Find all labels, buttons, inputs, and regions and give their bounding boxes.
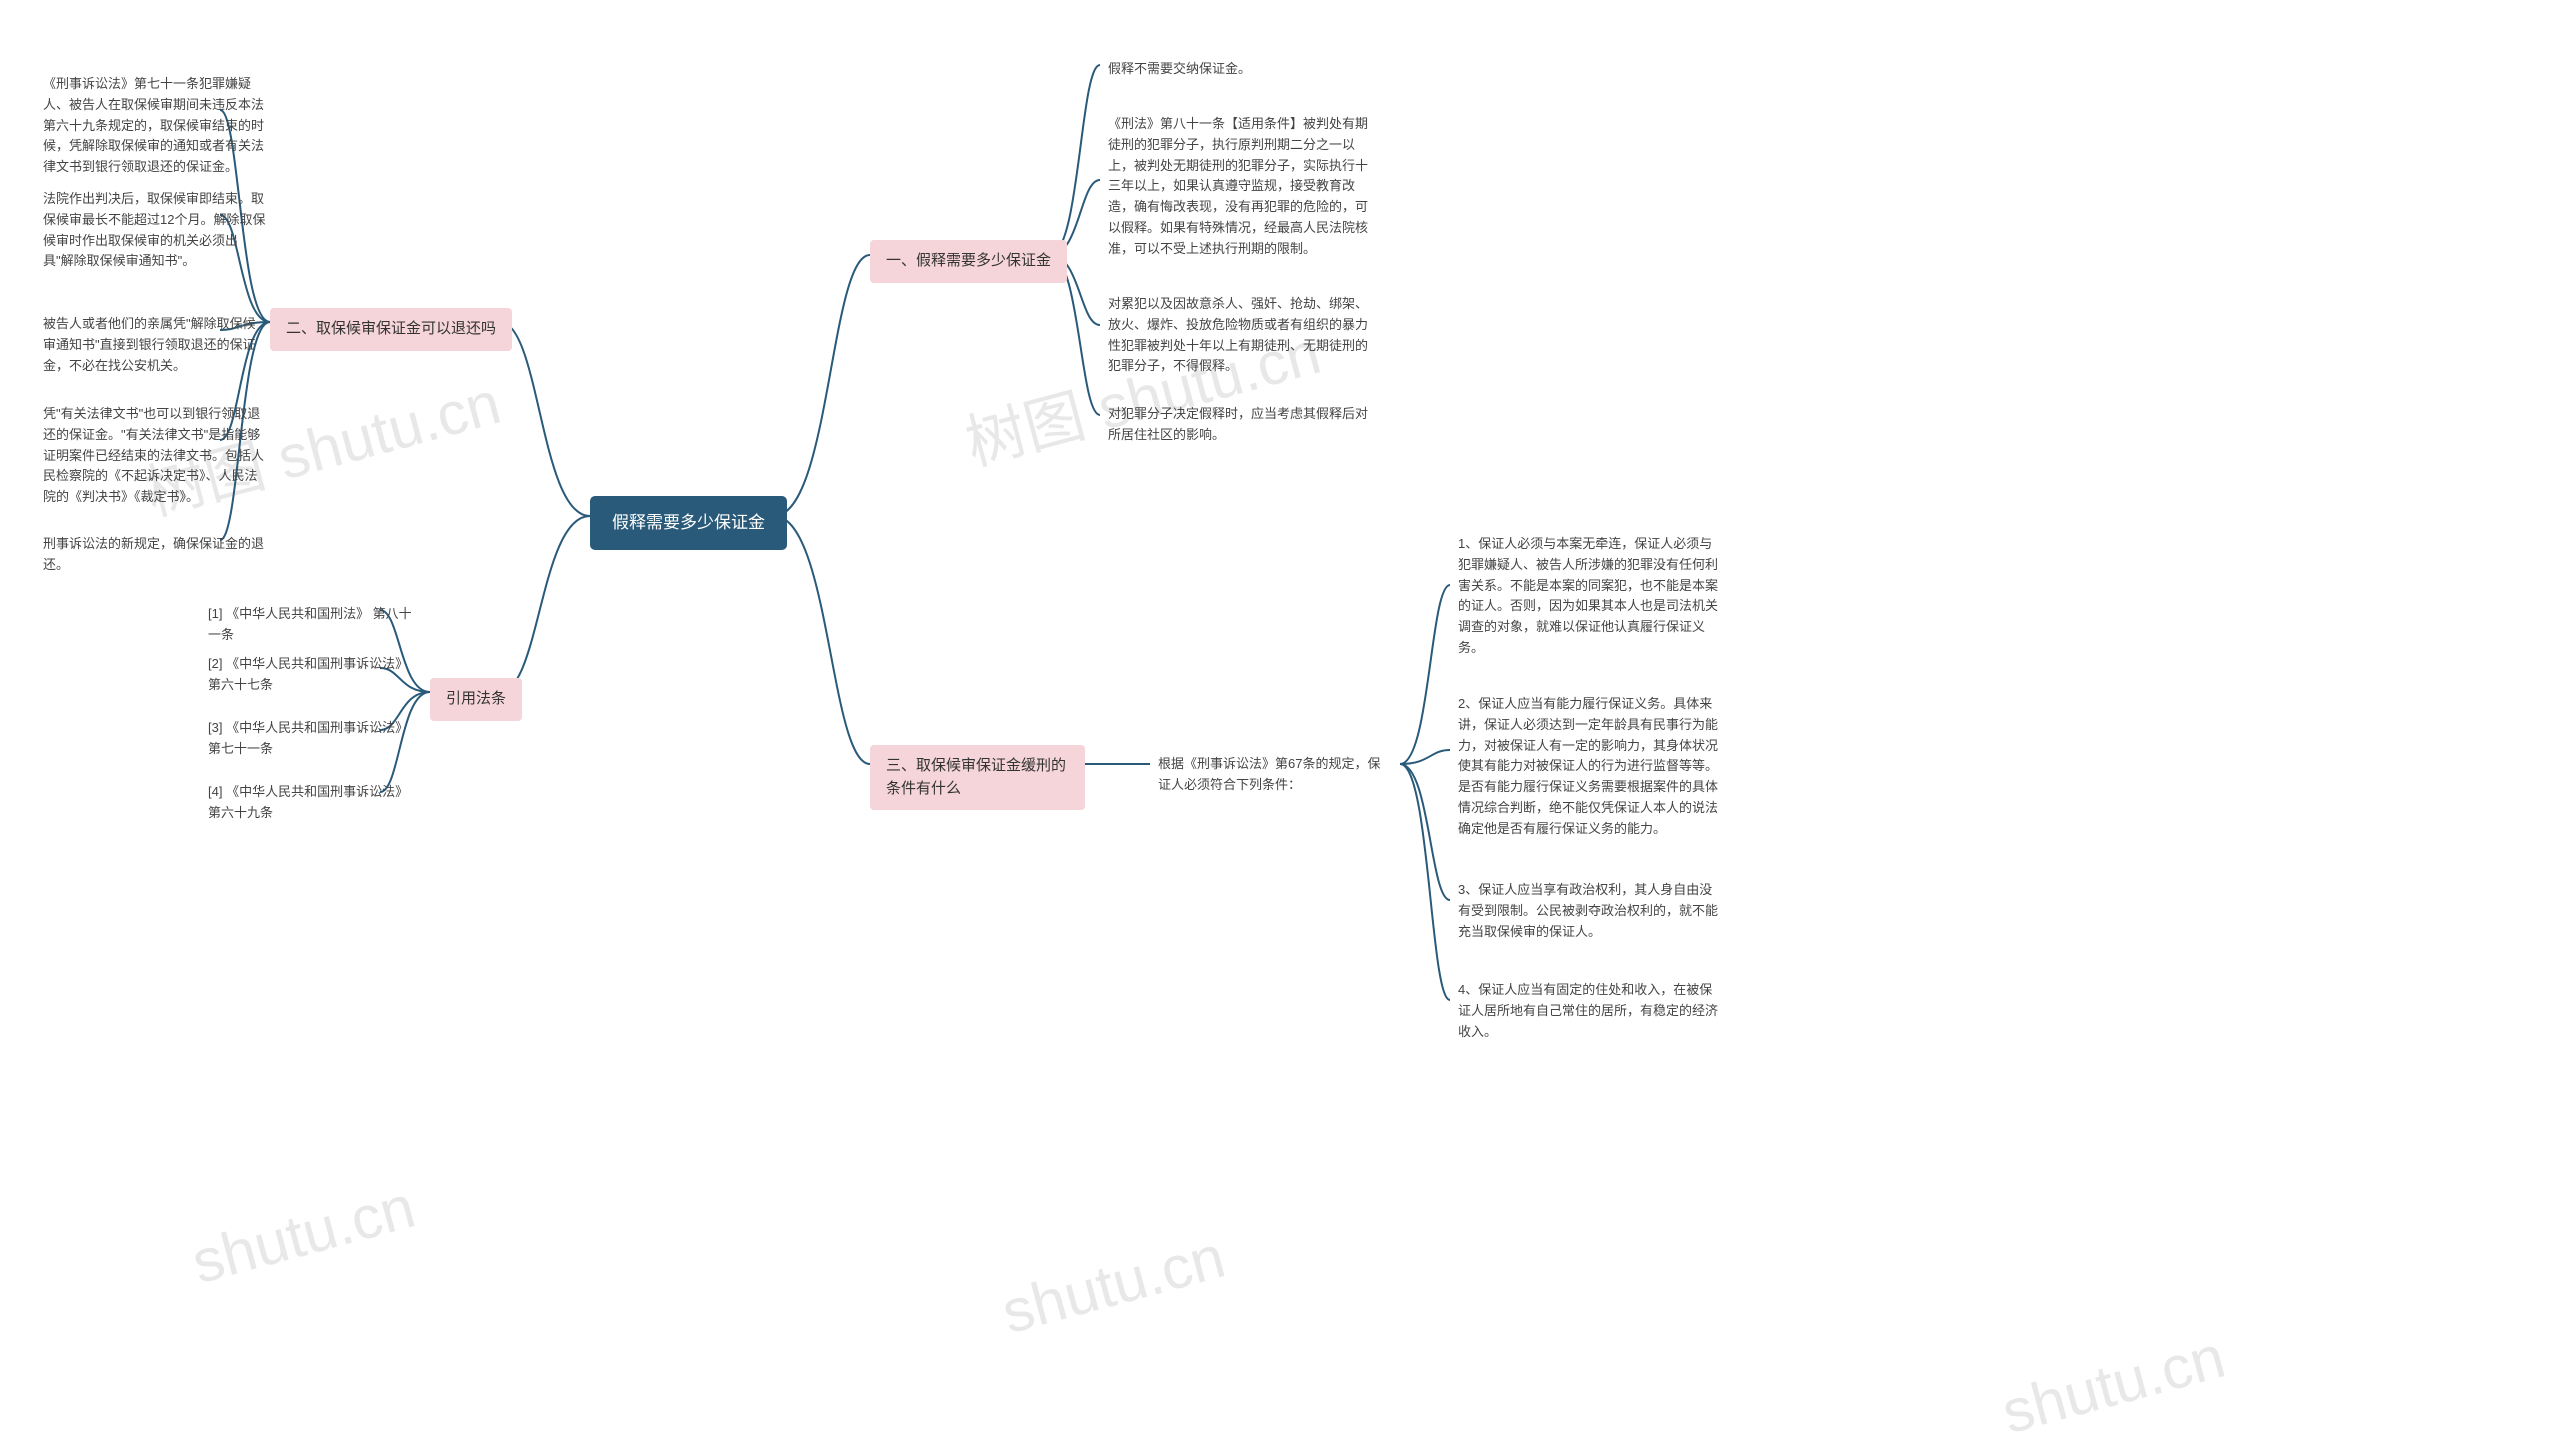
leaf-b3-2: 2、保证人应当有能力履行保证义务。具体来讲，保证人必须达到一定年龄具有民事行为能… [1450,690,1730,844]
leaf-b4-4: [4] 《中华人民共和国刑事诉讼法》 第六十九条 [200,778,430,828]
leaf-b2-3: 被告人或者他们的亲属凭"解除取保候审通知书"直接到银行领取退还的保证金，不必在找… [35,310,275,380]
leaf-b3-4: 4、保证人应当有固定的住处和收入，在被保证人居所地有自己常住的居所，有稳定的经济… [1450,976,1730,1046]
leaf-b2-5: 刑事诉讼法的新规定，确保保证金的退还。 [35,530,275,580]
watermark: shutu.cn [185,1172,422,1297]
leaf-b3-3: 3、保证人应当享有政治权利，其人身自由没有受到限制。公民被剥夺政治权利的，就不能… [1450,876,1730,946]
watermark: shutu.cn [1995,1322,2232,1447]
branch-1: 一、假释需要多少保证金 [870,240,1067,283]
leaf-b1-2: 《刑法》第八十一条【适用条件】被判处有期徒刑的犯罪分子，执行原判刑期二分之一以上… [1100,110,1380,264]
leaf-b3-intro: 根据《刑事诉讼法》第67条的规定，保证人必须符合下列条件： [1150,750,1400,800]
root-node: 假释需要多少保证金 [590,496,787,550]
leaf-b1-3: 对累犯以及因故意杀人、强奸、抢劫、绑架、放火、爆炸、投放危险物质或者有组织的暴力… [1100,290,1380,381]
leaf-b1-1: 假释不需要交纳保证金。 [1100,55,1259,84]
leaf-b4-2: [2] 《中华人民共和国刑事诉讼法》 第六十七条 [200,650,430,700]
leaf-b4-3: [3] 《中华人民共和国刑事诉讼法》 第七十一条 [200,714,430,764]
branch-2: 二、取保候审保证金可以退还吗 [270,308,512,351]
branch-3: 三、取保候审保证金缓刑的条件有什么 [870,745,1085,810]
leaf-b2-2: 法院作出判决后，取保候审即结束。取保候审最长不能超过12个月。解除取保候审时作出… [35,185,275,276]
watermark: shutu.cn [995,1222,1232,1347]
branch-4: 引用法条 [430,678,522,721]
leaf-b2-4: 凭"有关法律文书"也可以到银行领取退还的保证金。"有关法律文书"是指能够证明案件… [35,400,275,512]
leaf-b1-4: 对犯罪分子决定假释时，应当考虑其假释后对所居住社区的影响。 [1100,400,1380,450]
leaf-b4-1: [1] 《中华人民共和国刑法》 第八十一条 [200,600,430,650]
leaf-b2-1: 《刑事诉讼法》第七十一条犯罪嫌疑人、被告人在取保候审期间未违反本法第六十九条规定… [35,70,275,182]
leaf-b3-1: 1、保证人必须与本案无牵连，保证人必须与犯罪嫌疑人、被告人所涉嫌的犯罪没有任何利… [1450,530,1730,663]
